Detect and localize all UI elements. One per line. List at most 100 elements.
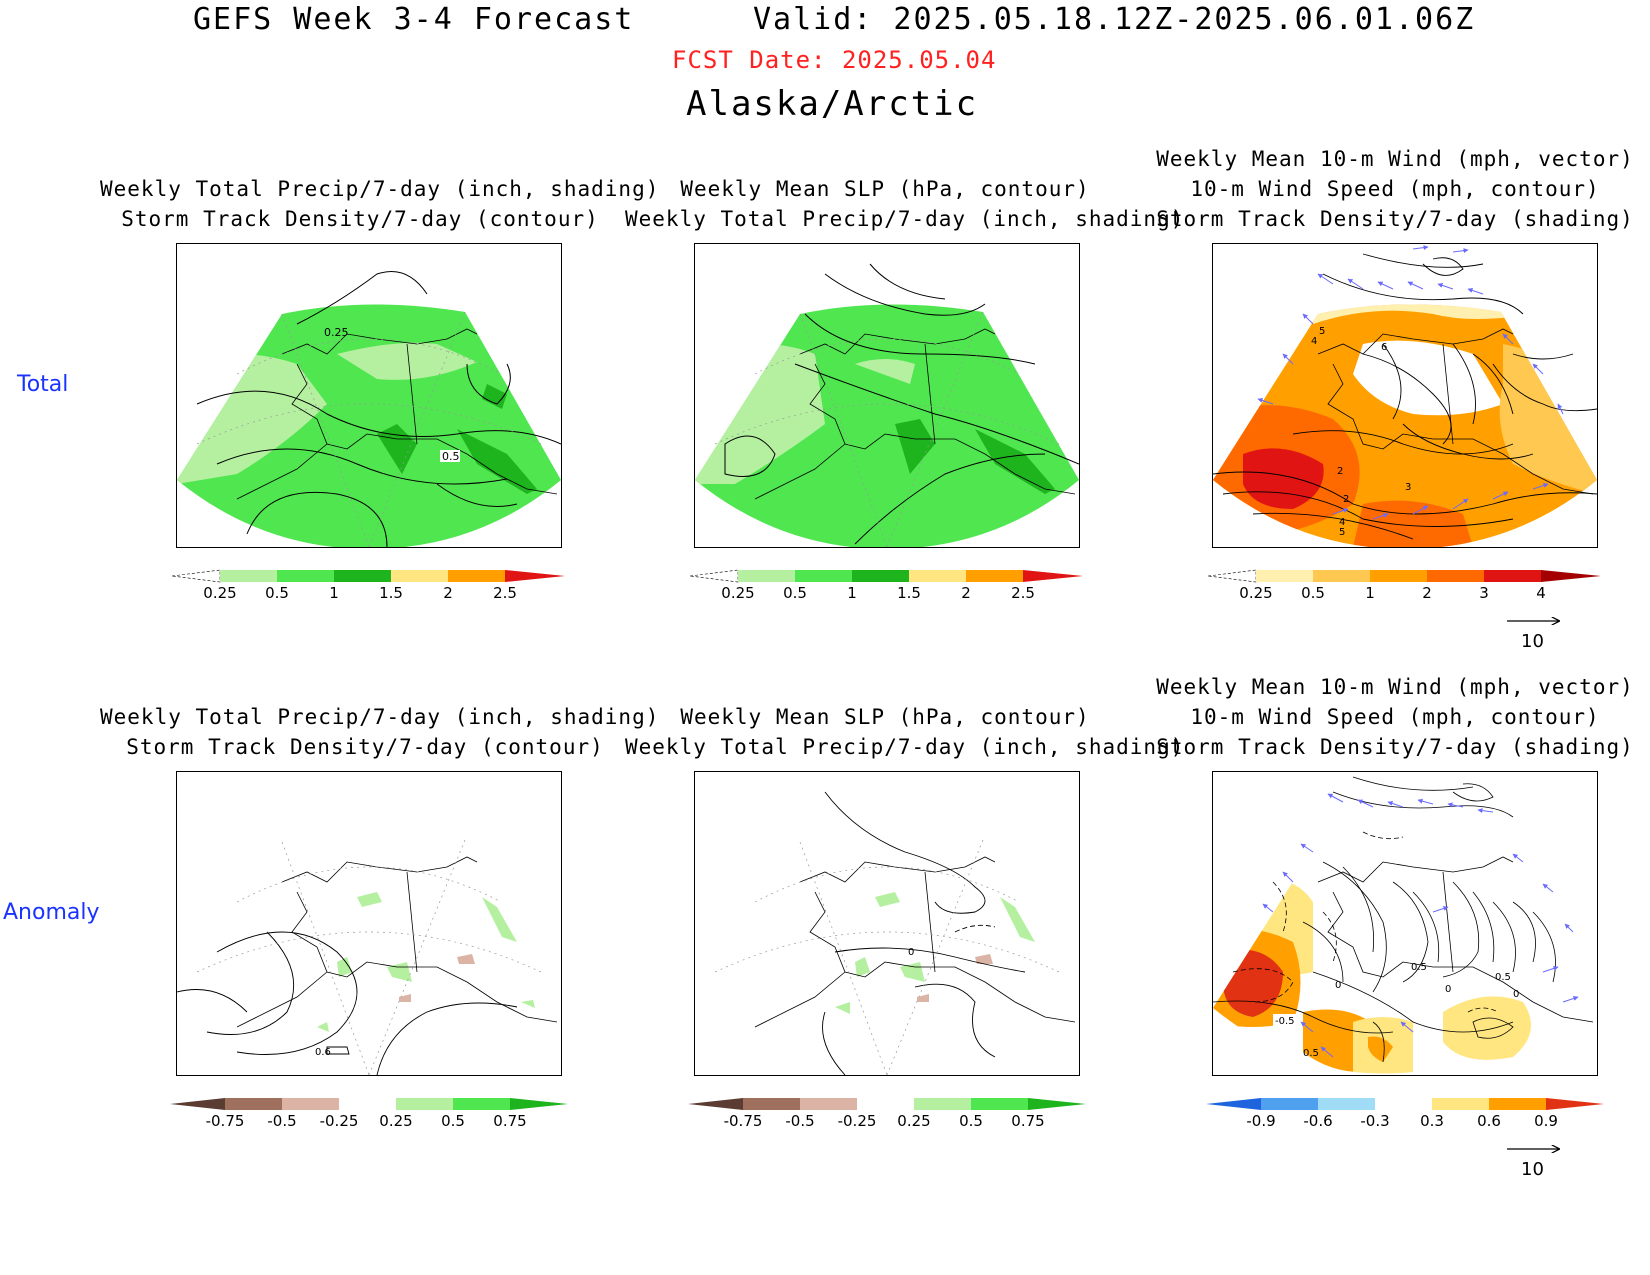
contour-label: 0.6: [315, 1047, 331, 1058]
map-total-slp: [694, 243, 1080, 548]
colorbar-storm-anom: -0.9 -0.6 -0.3 0.3 0.6 0.9: [1204, 1094, 1608, 1136]
colorbar-tick: -0.25: [319, 1112, 359, 1130]
reference-vector-anom: 10: [1505, 1140, 1565, 1180]
colorbar-tick: 2: [961, 584, 971, 602]
colorbar-swatches: [1207, 569, 1601, 583]
precip-anom-wet: [337, 957, 352, 977]
precip-anom-wet: [1000, 897, 1035, 942]
precip-anom-dry: [975, 954, 993, 964]
reference-vector-label: 10: [1521, 631, 1544, 652]
colorbar-tick: -0.75: [205, 1112, 245, 1130]
storm-max-region: [1243, 448, 1324, 509]
precip-heavy-region: [482, 384, 507, 409]
contour-label: 6: [1381, 342, 1387, 353]
colorbar-tick: 1.5: [379, 584, 403, 602]
coastline: [754, 856, 1076, 1028]
precip-anom-wet: [875, 892, 900, 907]
colorbar-tick: 0.25: [897, 1112, 931, 1130]
colorbar-swatch: [1484, 570, 1541, 582]
row-label-total: Total: [17, 372, 69, 397]
precip-anom-dry: [399, 994, 411, 1002]
slp-anom-contours: [822, 791, 1026, 1075]
contour-label: 0.5: [1303, 1048, 1319, 1059]
wind-anom-contours: [1213, 776, 1556, 1063]
panel-title-line: Storm Track Density/7-day (contour): [126, 735, 604, 759]
colorbar-tick: 0.25: [1239, 584, 1273, 602]
colorbar-swatch: [909, 570, 966, 582]
contour-label: 2: [1337, 466, 1343, 477]
graticule: [714, 311, 1060, 547]
contour-label: 0.5: [1495, 972, 1511, 983]
colorbar-over: [1541, 570, 1601, 582]
colorbar-swatch: [220, 570, 277, 582]
colorbar-tick: 4: [1536, 584, 1546, 602]
reference-vector-total: 10: [1505, 612, 1565, 652]
graticule: [714, 839, 1060, 1075]
colorbar-swatch: [800, 1098, 857, 1110]
wind-anom-labels: -0.5 0.5 0 0.5 0 0 0.5: [1273, 962, 1519, 1059]
precip-light-region: [337, 342, 477, 380]
colorbar-tick: 0.5: [959, 1112, 983, 1130]
colorbar-swatch: [282, 1098, 339, 1110]
colorbar-tick: 2: [1422, 584, 1432, 602]
colorbar-under: [688, 1098, 743, 1110]
colorbar-swatches: [1206, 1098, 1604, 1110]
panel-title-line: 10-m Wind Speed (mph, contour): [1190, 177, 1600, 201]
panel-title-total-wind: Weekly Mean 10-m Wind (mph, vector) 10-m…: [1145, 144, 1645, 234]
contour-label: 0: [908, 947, 914, 958]
colorbar-over: [1023, 570, 1083, 582]
colorbar-tick: 0.6: [1477, 1112, 1501, 1130]
precip-anom-wet: [835, 1002, 850, 1014]
slp-anom-negative: [954, 924, 996, 933]
wind-anom-negative: [1232, 831, 1499, 1013]
contour-label: 0: [1445, 984, 1451, 995]
colorbar-swatch: [225, 1098, 282, 1110]
colorbar-tick: -0.5: [785, 1112, 815, 1130]
colorbar-swatch: [1375, 1098, 1432, 1110]
colorbar-under: [170, 1098, 225, 1110]
colorbar-swatch: [453, 1098, 510, 1110]
colorbar-precip-total-1: 0.25 0.5 1 1.5 2 2.5: [170, 566, 570, 608]
colorbar-tick: 0.5: [1301, 584, 1325, 602]
precip-anom-wet: [855, 957, 870, 977]
storm-anom-contours: [177, 931, 518, 1075]
colorbar-swatch: [738, 570, 795, 582]
precip-heavy-region: [457, 429, 537, 494]
panel-title-anom-slp: Weekly Mean SLP (hPa, contour) Weekly To…: [625, 702, 1183, 762]
colorbar-tick: 0.3: [1420, 1112, 1444, 1130]
precip-light-region: [855, 359, 915, 384]
panel-title-line: Weekly Total Precip/7-day (inch, shading…: [625, 207, 1185, 231]
colorbar-over: [1028, 1098, 1086, 1110]
colorbar-tick: -0.9: [1246, 1112, 1276, 1130]
colorbar-swatch: [795, 570, 852, 582]
precip-anom-wet: [317, 1022, 329, 1032]
wind-anom-vectors: [1262, 793, 1579, 1058]
wind-contour-labels: 5 4 6 2 2 3 4 5: [1311, 326, 1411, 538]
colorbar-tick: 0.5: [265, 584, 289, 602]
colorbar-swatch: [971, 1098, 1028, 1110]
colorbar-tick: -0.5: [267, 1112, 297, 1130]
contour-label: 0: [1513, 989, 1519, 1000]
colorbar-over: [505, 570, 565, 582]
colorbar-tick: 0.25: [721, 584, 755, 602]
colorbar-tick: 1: [1365, 584, 1375, 602]
panel-title-anom-wind: Weekly Mean 10-m Wind (mph, vector) 10-m…: [1145, 672, 1645, 762]
colorbar-tick: 1: [329, 584, 339, 602]
row-label-anomaly: Anomaly: [3, 900, 100, 925]
colorbar-swatch: [857, 1098, 914, 1110]
panel-title-line: Weekly Mean SLP (hPa, contour): [680, 705, 1090, 729]
colorbar-swatch: [1261, 1098, 1318, 1110]
panel-title-total-slp: Weekly Mean SLP (hPa, contour) Weekly To…: [625, 174, 1185, 234]
colorbar-tick: 0.9: [1534, 1112, 1558, 1130]
colorbar-over: [510, 1098, 568, 1110]
contour-label: -0.5: [1275, 1016, 1295, 1027]
colorbar-swatch: [1427, 570, 1484, 582]
colorbar-storm-total: 0.25 0.5 1 2 3 4: [1206, 566, 1606, 608]
map-anom-wind: -0.5 0.5 0 0.5 0 0 0.5: [1212, 771, 1598, 1076]
colorbar-under: [1206, 1098, 1261, 1110]
colorbar-swatch: [966, 570, 1023, 582]
slp-contours: [724, 263, 1079, 545]
graticule: [196, 311, 542, 547]
contour-label: 4: [1311, 336, 1317, 347]
graticule: [196, 839, 542, 1075]
